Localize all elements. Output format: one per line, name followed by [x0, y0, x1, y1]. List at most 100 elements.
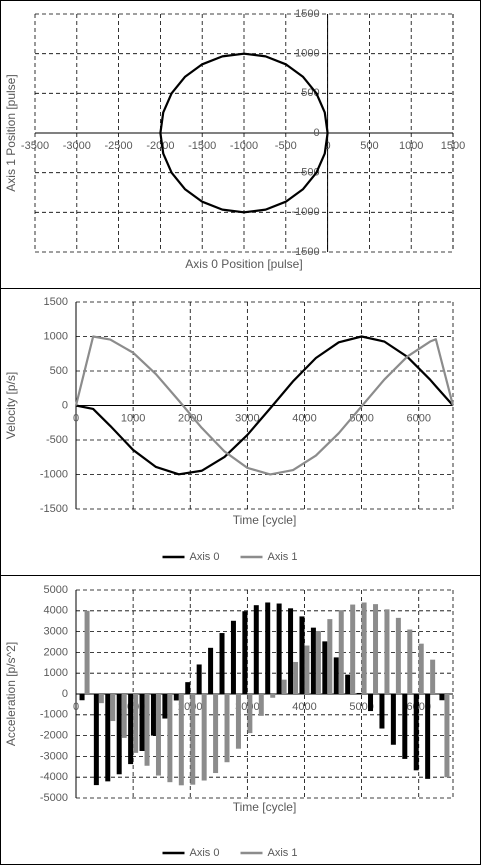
pulse-bar — [379, 694, 385, 729]
pulse-bar — [98, 694, 104, 704]
pulse-bar — [384, 609, 390, 694]
pulse-bar — [288, 608, 294, 694]
x-tick-label: 0 — [73, 701, 79, 713]
x-tick-label: 0 — [73, 412, 79, 424]
y-tick-label: -1000 — [291, 206, 319, 218]
y-tick-label: -1000 — [40, 709, 68, 721]
pulse-bar — [299, 616, 305, 694]
pulse-bar — [144, 694, 150, 766]
pulse-bar — [167, 694, 173, 783]
pulse-bar — [373, 604, 379, 694]
pulse-bar — [116, 694, 122, 775]
x-tick-label: -2500 — [105, 140, 133, 152]
pulse-bar — [345, 674, 351, 694]
y-tick-label: -1500 — [40, 503, 68, 515]
y-tick-label: -2000 — [40, 730, 68, 742]
y-tick-label: 0 — [62, 399, 68, 411]
pulse-bar — [178, 694, 184, 786]
pulse-bar — [439, 694, 445, 701]
x-tick-label: 4000 — [292, 701, 316, 713]
x-tick-label: 3000 — [235, 701, 259, 713]
y-tick-label: 1500 — [295, 8, 319, 20]
x-tick-label: -2000 — [146, 140, 174, 152]
data-line — [74, 335, 455, 476]
y-tick-label: 500 — [50, 365, 68, 377]
x-tick-label: 500 — [360, 140, 378, 152]
y-axis-title: Acceleration [p/s^2] — [4, 642, 18, 746]
pulse-bar — [368, 694, 374, 712]
pulse-bar — [281, 679, 287, 694]
pulse-bar — [128, 694, 134, 765]
pulse-bar — [93, 694, 99, 786]
pulse-bar — [201, 694, 207, 781]
x-tick-label: 1000 — [399, 140, 423, 152]
pulse-bar — [258, 694, 264, 716]
x-tick-label: 6000 — [406, 412, 430, 424]
pulse-bar — [247, 694, 253, 734]
x-tick-label: 3000 — [235, 412, 259, 424]
legend-label: Axis 1 — [268, 551, 298, 563]
y-tick-label: 3000 — [44, 626, 68, 638]
y-tick-label: -1000 — [40, 468, 68, 480]
y-tick-label: -4000 — [40, 771, 68, 783]
pulse-bar — [224, 694, 230, 763]
pulse-bar — [270, 694, 276, 698]
y-axis-title: Velocity [p/s] — [4, 372, 18, 439]
x-tick-label: 4000 — [292, 412, 316, 424]
x-tick-label: -3500 — [21, 140, 49, 152]
y-axis-title: Axis 1 Position [pulse] — [4, 74, 18, 191]
pulse-bar — [293, 661, 299, 694]
panel — [0, 288, 481, 576]
pulse-bar — [418, 643, 424, 694]
y-tick-label: 4000 — [44, 605, 68, 617]
pulse-bar — [425, 694, 431, 779]
pulse-bar — [162, 694, 168, 719]
data-line — [159, 52, 329, 214]
y-tick-label: -1500 — [291, 246, 319, 258]
pulse-bar — [356, 692, 362, 694]
pulse-bar — [322, 641, 328, 694]
legend-label: Axis 1 — [268, 847, 298, 859]
pulse-bar — [407, 629, 413, 694]
pulse-bar — [265, 602, 271, 694]
x-axis-title: Time [cycle] — [233, 513, 297, 527]
y-tick-label: -3000 — [40, 750, 68, 762]
pulse-bar — [110, 694, 116, 722]
pulse-bar — [208, 647, 214, 694]
y-tick-label: -500 — [46, 434, 68, 446]
pulse-bar — [390, 694, 396, 745]
pulse-bar — [327, 619, 333, 694]
legend-label: Axis 0 — [190, 551, 220, 563]
pulse-bar — [139, 694, 145, 751]
y-tick-label: 1000 — [295, 48, 319, 60]
pulse-bar — [230, 620, 236, 694]
pulse-bar — [253, 605, 259, 694]
x-tick-label: 5000 — [349, 701, 373, 713]
pulse-bar — [84, 610, 90, 694]
x-tick-label: -500 — [275, 140, 297, 152]
x-tick-label: 1500 — [441, 140, 465, 152]
pulse-bar — [444, 694, 450, 778]
pulse-bar — [219, 633, 225, 694]
y-tick-label: 2000 — [44, 646, 68, 658]
pulse-bar — [235, 694, 241, 749]
pulse-bar — [173, 694, 179, 701]
y-tick-label: 1000 — [44, 667, 68, 679]
pulse-bar — [196, 664, 202, 694]
pulse-bar — [304, 645, 310, 694]
pulse-bar — [350, 604, 356, 694]
pulse-bar — [150, 694, 156, 736]
legend-label: Axis 0 — [190, 847, 220, 859]
x-tick-label: 1000 — [121, 412, 145, 424]
pulse-bar — [333, 657, 339, 694]
pulse-bar — [402, 694, 408, 759]
pulse-bar — [79, 694, 85, 701]
pulse-bar — [276, 603, 282, 694]
pulse-bar — [395, 617, 401, 694]
pulse-bar — [121, 694, 127, 738]
pulse-bar — [310, 627, 316, 694]
pulse-bar — [185, 682, 191, 694]
x-axis-title: Axis 0 Position [pulse] — [185, 257, 302, 271]
pulse-bar — [242, 611, 248, 694]
